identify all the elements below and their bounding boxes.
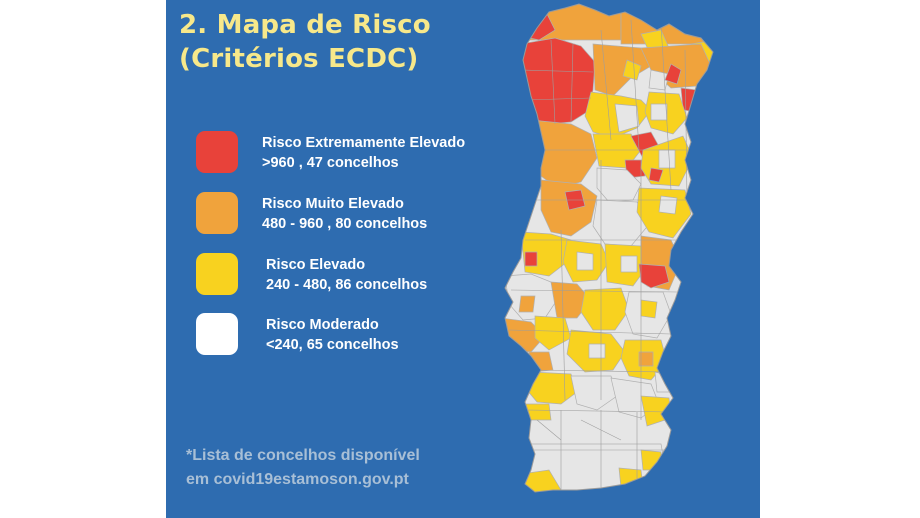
legend-swatch-orange — [196, 192, 238, 234]
map-region-evora-north — [580, 287, 630, 331]
infographic-panel: 2. Mapa de Risco (Critérios ECDC) Risco … — [166, 0, 760, 518]
map-region-castelo-branco — [636, 187, 692, 239]
legend-detail: <240, 65 concelhos — [266, 337, 399, 353]
legend-detail: 480 - 960 , 80 concelhos — [262, 216, 428, 232]
map-region — [576, 251, 594, 271]
map-region — [588, 343, 606, 359]
map-region — [620, 255, 638, 273]
map-region-setubal — [528, 351, 554, 373]
legend-swatch-yellow — [196, 253, 238, 295]
footnote-line-2: em covid19estamoson.gov.pt — [186, 471, 409, 488]
map-region — [638, 263, 670, 289]
legend-swatch-red — [196, 131, 238, 173]
map-region — [614, 103, 640, 133]
footnote: *Lista de concelhos disponível em covid1… — [186, 444, 420, 492]
legend-detail: >960 , 47 concelhos — [262, 155, 399, 171]
page-title: 2. Mapa de Risco (Critérios ECDC) — [179, 8, 431, 76]
legend-detail: 240 - 480, 86 concelhos — [266, 277, 428, 293]
legend-label: Risco Elevado — [266, 257, 366, 273]
map-region — [658, 149, 676, 169]
legend-label: Risco Moderado — [266, 317, 379, 333]
map-region-beja-north — [570, 375, 618, 411]
legend-item-high: Risco Elevado 240 - 480, 86 concelhos — [196, 253, 516, 303]
map-region — [524, 251, 538, 267]
portugal-risk-map — [501, 0, 760, 518]
map-region — [534, 315, 572, 351]
map-region — [654, 371, 672, 393]
map-region — [638, 351, 654, 367]
legend-item-extremely-high: Risco Extremamente Elevado >960 , 47 con… — [196, 131, 516, 181]
legend-item-very-high: Risco Muito Elevado 480 - 960 , 80 conce… — [196, 192, 516, 242]
map-region — [518, 295, 536, 313]
legend-swatch-white — [196, 313, 238, 355]
map-region — [622, 59, 642, 81]
map-region — [648, 167, 664, 183]
portugal-outline — [504, 3, 714, 493]
map-region-viseu — [592, 133, 642, 169]
map-region — [520, 403, 552, 421]
legend-label: Risco Extremamente Elevado — [262, 135, 466, 151]
map-region-porto-braga — [520, 37, 596, 125]
footnote-line-1: *Lista de concelhos disponível — [186, 447, 420, 464]
title-line-1: 2. Mapa de Risco — [179, 10, 431, 40]
title-line-2: (Critérios ECDC) — [179, 44, 419, 74]
map-region — [650, 103, 668, 121]
map-region — [640, 299, 658, 319]
legend-item-moderate: Risco Moderado <240, 65 concelhos — [196, 313, 516, 363]
legend-label: Risco Muito Elevado — [262, 196, 404, 212]
map-region-north-east — [620, 4, 713, 45]
map-region — [664, 63, 682, 85]
map-region — [658, 195, 678, 215]
